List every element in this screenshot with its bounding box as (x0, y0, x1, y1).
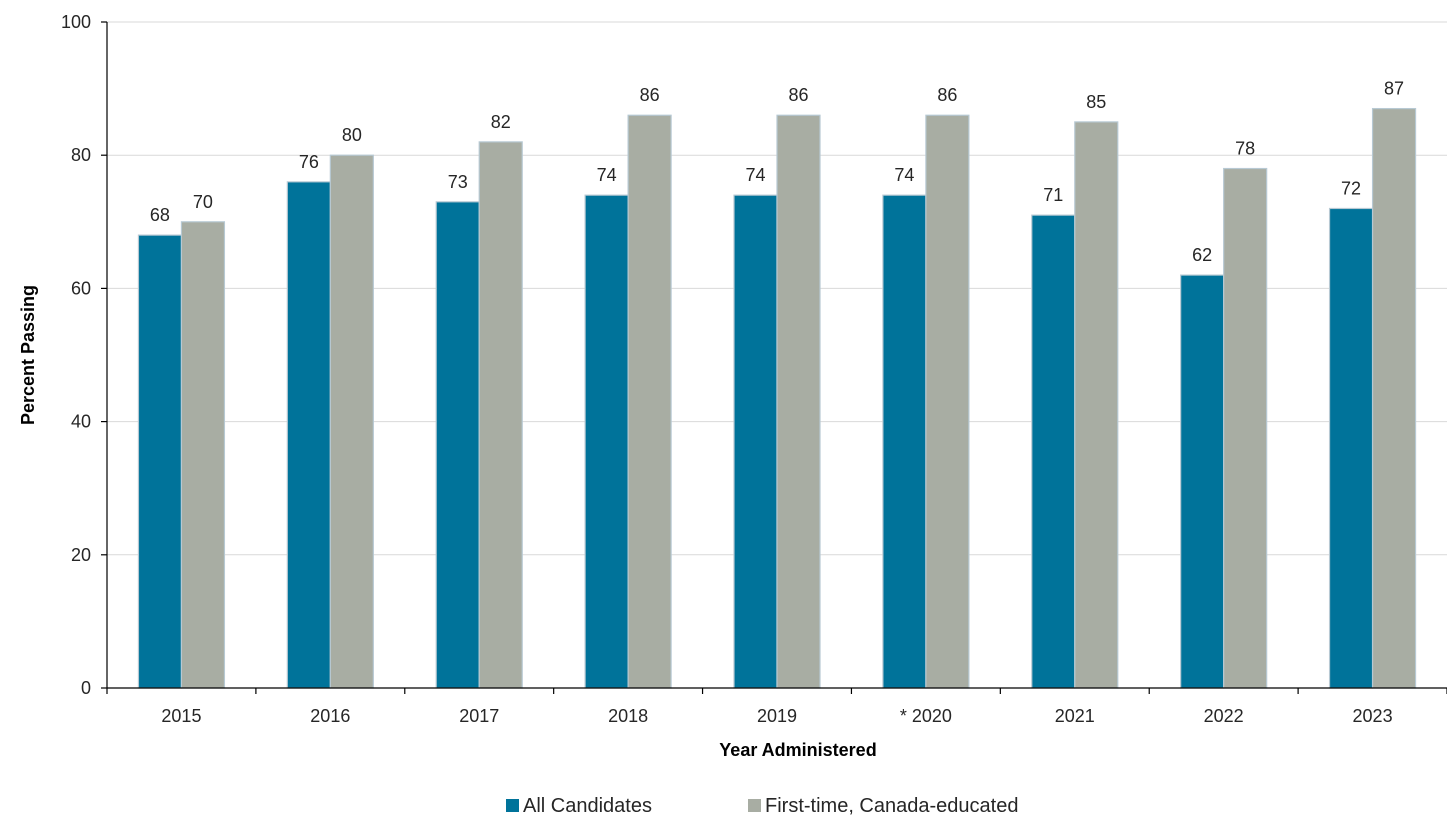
data-label: 82 (491, 112, 511, 132)
x-tick-label: 2023 (1353, 706, 1393, 726)
bar-all-candidates (1031, 214, 1076, 689)
data-label: 78 (1235, 139, 1255, 159)
y-axis-title: Percent Passing (18, 285, 38, 425)
legend-swatch (506, 799, 519, 812)
bar-all-candidates (882, 194, 927, 689)
legend-swatch (748, 799, 761, 812)
data-label: 72 (1341, 178, 1361, 198)
data-label: 86 (788, 85, 808, 105)
data-label: 76 (299, 152, 319, 172)
legend-label: All Candidates (523, 795, 652, 817)
y-tick-label: 40 (71, 412, 91, 432)
axes (101, 21, 1447, 694)
data-labels: 68 76 73 74 74 74 71 62 72 70 80 82 86 86 86 85 78 87 (150, 79, 1404, 265)
bar-first-time (1371, 107, 1417, 689)
data-label: 73 (448, 172, 468, 192)
data-label: 68 (150, 205, 170, 225)
data-label: 85 (1086, 92, 1106, 112)
y-tick-label: 80 (71, 145, 91, 165)
data-label: 86 (937, 85, 957, 105)
x-tick-labels: 2015 2016 2017 2018 2019 * 2020 2021 2022 2023 (161, 706, 1392, 726)
x-tick-label: 2017 (459, 706, 499, 726)
bar-first-time (1074, 121, 1119, 689)
bar-all-candidates (1328, 207, 1374, 689)
bar-all-candidates (137, 234, 183, 689)
data-label: 74 (745, 165, 765, 185)
x-tick-label: 2016 (310, 706, 350, 726)
data-label: 74 (894, 165, 914, 185)
bars (137, 107, 1417, 689)
bar-first-time (776, 114, 821, 689)
y-tick-labels: 0 20 40 60 80 100 (61, 12, 91, 698)
bar-first-time (925, 114, 970, 689)
x-tick-label: 2018 (608, 706, 648, 726)
legend: All Candidates First-time, Canada-educate… (506, 795, 1018, 817)
bar-all-candidates (1180, 274, 1225, 689)
bar-all-candidates (584, 194, 629, 689)
bar-all-candidates (286, 181, 331, 689)
x-tick-label: 2015 (161, 706, 201, 726)
bar-all-candidates (733, 194, 778, 689)
data-label: 70 (193, 192, 213, 212)
bar-first-time (1223, 167, 1268, 689)
x-tick-label: 2019 (757, 706, 797, 726)
y-tick-label: 60 (71, 278, 91, 298)
y-tick-label: 0 (81, 678, 91, 698)
y-tick-label: 20 (71, 545, 91, 565)
y-tick-label: 100 (61, 12, 91, 32)
data-label: 71 (1043, 185, 1063, 205)
bar-all-candidates (435, 201, 480, 689)
x-tick-label: 2021 (1055, 706, 1095, 726)
data-label: 86 (640, 85, 660, 105)
x-tick-label: * 2020 (900, 706, 952, 726)
legend-label: First-time, Canada-educated (765, 795, 1018, 817)
data-label: 80 (342, 125, 362, 145)
bar-first-time (180, 221, 226, 689)
x-axis-title: Year Administered (719, 740, 876, 760)
data-label: 62 (1192, 245, 1212, 265)
data-label: 74 (597, 165, 617, 185)
bar-first-time (329, 154, 374, 689)
data-label: 87 (1384, 79, 1404, 99)
bar-first-time (627, 114, 672, 689)
x-tick-label: 2022 (1204, 706, 1244, 726)
bar-first-time (478, 141, 523, 689)
